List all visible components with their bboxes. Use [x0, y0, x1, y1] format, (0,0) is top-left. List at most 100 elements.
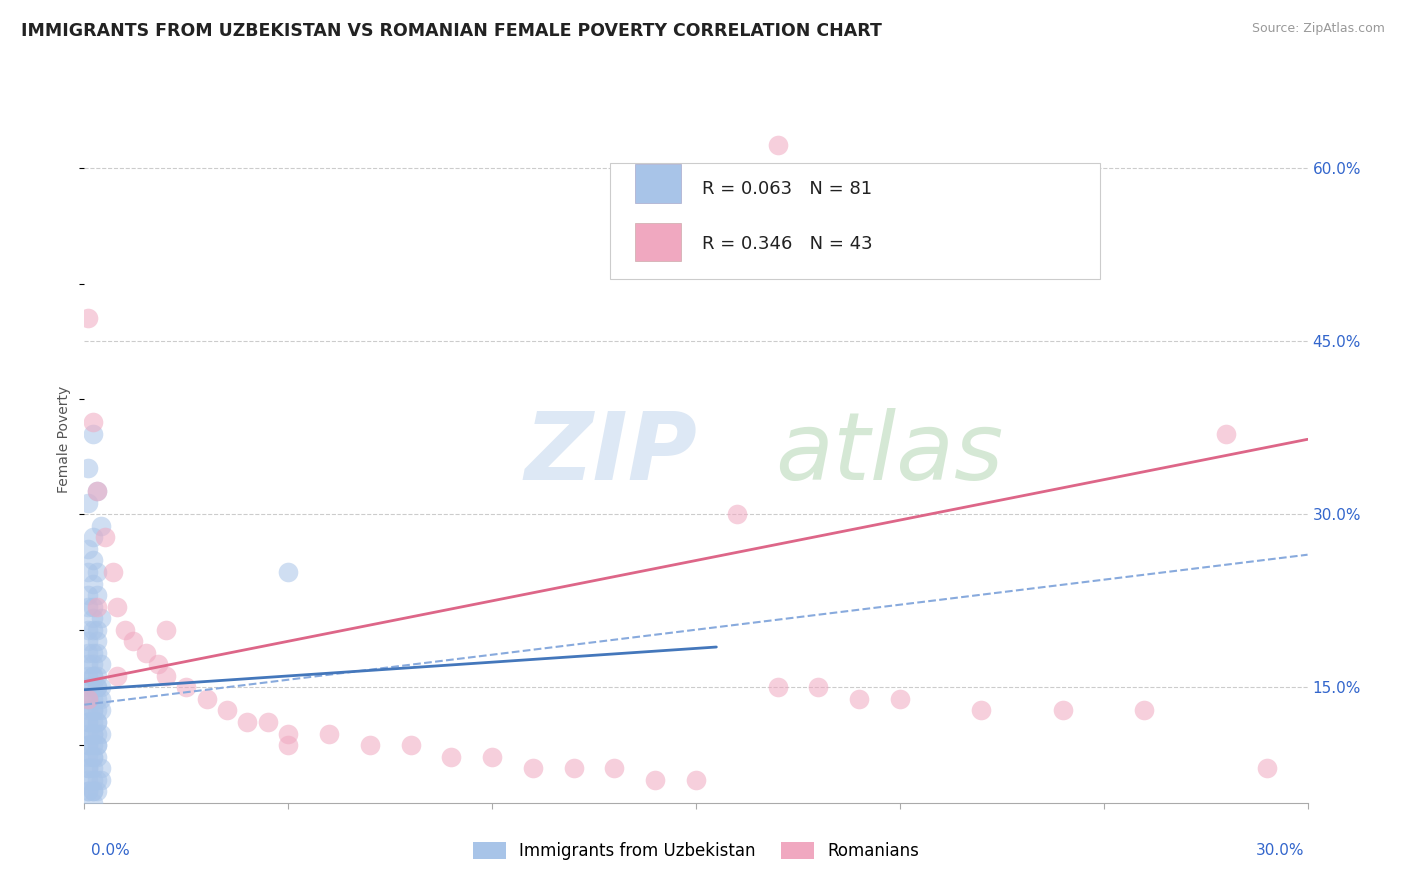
Point: [77, 738, 100, 752]
Text: atlas: atlas: [776, 409, 1004, 500]
Point: [77, 749, 100, 764]
Point: [236, 714, 259, 729]
Point: [86, 714, 108, 729]
Point: [77, 646, 100, 660]
Point: [105, 599, 128, 614]
Point: [90, 692, 112, 706]
Bar: [636, 164, 682, 203]
Point: [86, 714, 108, 729]
Point: [101, 565, 124, 579]
Point: [90, 726, 112, 740]
Point: [399, 738, 422, 752]
Point: [889, 692, 911, 706]
Point: [644, 772, 666, 787]
Point: [77, 692, 100, 706]
Point: [82, 426, 104, 441]
Point: [82, 576, 104, 591]
Point: [86, 784, 108, 798]
Point: [603, 761, 626, 775]
Point: [82, 415, 104, 429]
Point: [155, 669, 177, 683]
Point: [82, 704, 104, 718]
Point: [86, 749, 108, 764]
Point: [807, 681, 830, 695]
Point: [82, 669, 104, 683]
Point: [685, 772, 707, 787]
Point: [217, 704, 239, 718]
Point: [90, 704, 112, 718]
Point: [848, 692, 870, 706]
Point: [86, 599, 108, 614]
Point: [77, 681, 100, 695]
Y-axis label: Female Poverty: Female Poverty: [58, 385, 72, 493]
Text: IMMIGRANTS FROM UZBEKISTAN VS ROMANIAN FEMALE POVERTY CORRELATION CHART: IMMIGRANTS FROM UZBEKISTAN VS ROMANIAN F…: [21, 22, 882, 40]
Point: [77, 772, 100, 787]
Point: [77, 714, 100, 729]
Point: [725, 508, 748, 522]
Point: [82, 692, 104, 706]
Point: [114, 623, 136, 637]
Point: [86, 681, 108, 695]
Point: [90, 772, 112, 787]
Point: [1133, 704, 1156, 718]
Point: [77, 692, 100, 706]
Point: [90, 519, 112, 533]
Point: [766, 681, 789, 695]
Text: ZIP: ZIP: [524, 408, 697, 500]
Point: [82, 646, 104, 660]
Point: [155, 623, 177, 637]
Point: [105, 669, 128, 683]
Point: [82, 726, 104, 740]
Point: [86, 772, 108, 787]
Point: [82, 772, 104, 787]
Point: [90, 681, 112, 695]
Point: [82, 599, 104, 614]
Point: [82, 738, 104, 752]
Point: [562, 761, 585, 775]
Point: [766, 138, 789, 153]
Point: [481, 749, 503, 764]
Point: [86, 588, 108, 602]
Point: [82, 681, 104, 695]
Point: [77, 669, 100, 683]
Text: 0.0%: 0.0%: [91, 843, 131, 858]
Point: [77, 311, 100, 326]
Point: [135, 646, 157, 660]
Point: [82, 749, 104, 764]
Point: [1052, 704, 1074, 718]
Point: [90, 611, 112, 625]
Point: [1256, 761, 1278, 775]
Point: [90, 761, 112, 775]
Point: [77, 714, 100, 729]
Point: [82, 784, 104, 798]
Point: [86, 646, 108, 660]
Point: [77, 704, 100, 718]
Point: [86, 484, 108, 499]
Point: [82, 657, 104, 672]
Point: [146, 657, 169, 672]
Point: [82, 796, 104, 810]
Point: [82, 784, 104, 798]
Point: [86, 634, 108, 648]
Point: [77, 599, 100, 614]
Point: [82, 726, 104, 740]
Point: [86, 681, 108, 695]
Point: [86, 565, 108, 579]
Point: [82, 761, 104, 775]
Point: [77, 565, 100, 579]
Point: [77, 541, 100, 556]
Point: [195, 692, 218, 706]
Point: [82, 611, 104, 625]
Legend: Immigrants from Uzbekistan, Romanians: Immigrants from Uzbekistan, Romanians: [465, 836, 927, 867]
Point: [440, 749, 463, 764]
Point: [77, 623, 100, 637]
Point: [86, 704, 108, 718]
Text: 30.0%: 30.0%: [1257, 843, 1305, 858]
Point: [82, 669, 104, 683]
FancyBboxPatch shape: [610, 163, 1099, 279]
Point: [1215, 426, 1237, 441]
Text: R = 0.346   N = 43: R = 0.346 N = 43: [702, 235, 873, 253]
Point: [86, 623, 108, 637]
Point: [318, 726, 340, 740]
Point: [277, 738, 299, 752]
